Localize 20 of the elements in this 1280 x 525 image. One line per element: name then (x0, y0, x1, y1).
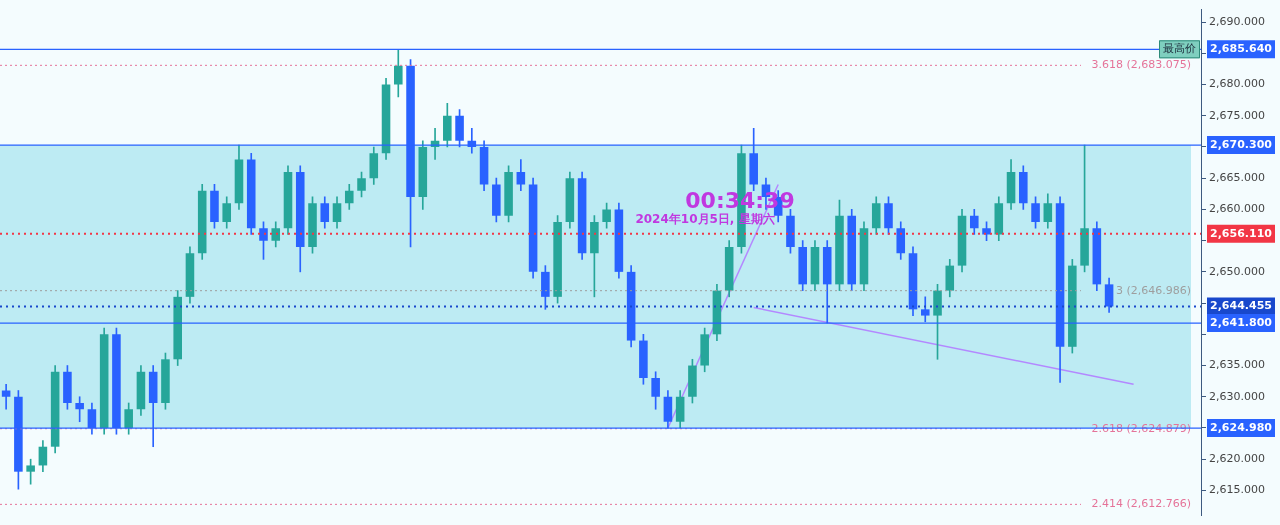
ref-line-label: 2,641.800 (1210, 315, 1273, 329)
y-tick-label: 2,615.000 (1209, 483, 1265, 497)
y-tick-label: 2,660.000 (1209, 202, 1265, 216)
y-tick-label: 2,680.000 (1209, 77, 1265, 91)
ref-line-label: 2,670.300 (1210, 137, 1273, 151)
y-tick-label: 2,675.000 (1209, 108, 1265, 122)
ref-line-label: 2,685.640 (1210, 42, 1273, 56)
y-tick-label: 2,690.000 (1209, 14, 1265, 28)
annotation: 最高价 (1163, 42, 1196, 56)
ref-line-label: 3 (2,646.986) (1115, 283, 1191, 297)
ref-line-label: 2,656.110 (1210, 226, 1273, 240)
ref-line-label: 2,644.455 (1210, 299, 1272, 313)
y-tick-label: 2,650.000 (1209, 264, 1265, 278)
ref-line-label: 2.414 (2,612.766) (1091, 497, 1191, 511)
y-tick-label: 2,665.000 (1209, 171, 1265, 185)
y-tick-label: 2,635.000 (1209, 358, 1265, 372)
ref-line-label: 2,624.980 (1210, 420, 1273, 434)
ref-line-label: 3.618 (2,683.075) (1091, 58, 1191, 72)
y-tick-label: 2,620.000 (1209, 452, 1265, 466)
y-tick-label: 2,630.000 (1209, 389, 1265, 403)
